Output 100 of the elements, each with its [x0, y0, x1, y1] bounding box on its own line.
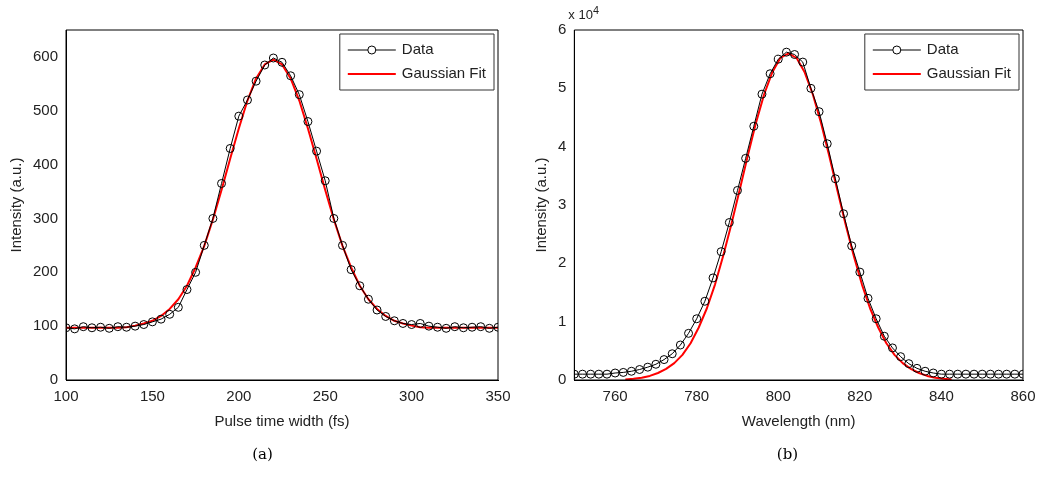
y-tick-label: 600 [33, 47, 59, 65]
x-tick-label: 350 [485, 387, 511, 405]
point [896, 352, 906, 362]
point [165, 309, 175, 319]
point [355, 281, 365, 291]
y-tick-label: 0 [49, 370, 59, 388]
point [346, 265, 356, 275]
y-tick-label: 0 [558, 370, 567, 388]
point [798, 57, 808, 67]
point [173, 302, 183, 312]
x-tick-label: 200 [226, 387, 252, 405]
point [96, 322, 106, 332]
point [303, 117, 313, 127]
point [708, 273, 718, 283]
point [985, 369, 995, 379]
point [839, 209, 849, 219]
x-tick-label: 840 [928, 387, 954, 405]
point [87, 323, 97, 333]
point [684, 328, 694, 338]
point [329, 213, 339, 223]
y-tick-label: 200 [33, 262, 59, 280]
point [122, 322, 131, 332]
point [234, 111, 244, 121]
point [277, 57, 287, 67]
point [716, 247, 726, 257]
point [104, 323, 114, 333]
point [765, 69, 775, 79]
point [337, 240, 347, 250]
point [217, 178, 227, 188]
point [268, 53, 278, 63]
y-tick-label: 2 [558, 253, 567, 271]
point [191, 267, 201, 277]
point [912, 363, 922, 373]
point [441, 323, 451, 333]
point [610, 368, 620, 378]
point [953, 369, 963, 379]
legend-label: Data [926, 40, 960, 58]
point [904, 359, 914, 369]
point [692, 314, 702, 324]
legend-label: Gaussian Fit [401, 64, 487, 82]
y-tick-label: 100 [33, 316, 59, 334]
point [467, 322, 477, 332]
point [643, 362, 653, 372]
point [415, 318, 425, 328]
point [363, 294, 373, 304]
point [242, 95, 252, 105]
point [458, 323, 468, 333]
x-tick-label: 860 [1010, 387, 1036, 405]
point [781, 47, 791, 57]
y-tick-label: 6 [558, 20, 567, 38]
point [814, 107, 824, 117]
point [199, 240, 209, 250]
x-tick-label: 760 [602, 387, 628, 405]
point [961, 369, 971, 379]
point [578, 369, 587, 379]
point [113, 322, 123, 332]
point [855, 267, 865, 277]
point [484, 323, 494, 333]
point [871, 314, 881, 324]
point [1002, 369, 1012, 379]
point [790, 50, 800, 59]
point [773, 54, 783, 64]
point [139, 320, 149, 330]
point [806, 83, 816, 93]
point [372, 305, 382, 315]
point [847, 241, 857, 251]
x-tick-label: 250 [312, 387, 338, 405]
point [626, 366, 636, 376]
point [667, 349, 677, 359]
x-tick-label: 300 [399, 387, 425, 405]
point [969, 369, 979, 379]
x-tick-label: 820 [847, 387, 873, 405]
point [994, 369, 1004, 379]
point [424, 321, 434, 331]
point [70, 324, 80, 334]
point [618, 367, 628, 377]
x-tick-label: 150 [139, 387, 165, 405]
point [389, 316, 399, 326]
point [407, 320, 417, 330]
point [822, 139, 832, 149]
point [147, 317, 157, 327]
point [78, 322, 88, 332]
point [928, 368, 938, 378]
x-axis-title: Pulse time width (fs) [214, 412, 350, 430]
y-tick-label: 400 [33, 154, 59, 172]
y-axis-title: Intensity (a.u.) [7, 157, 25, 253]
point [208, 213, 218, 223]
y-axis-title: Intensity (a.u.) [532, 157, 550, 253]
point [830, 174, 840, 184]
point [879, 331, 889, 341]
point [586, 369, 596, 379]
point [602, 369, 612, 379]
x-tick-label: 100 [53, 387, 79, 405]
legend-label: Data [401, 40, 435, 58]
point [294, 90, 304, 100]
point [433, 322, 443, 332]
point [398, 318, 408, 328]
text: (a) [251, 445, 274, 463]
y-tick-label: 300 [33, 208, 59, 226]
text: x 10$^{4}$ [568, 4, 599, 23]
